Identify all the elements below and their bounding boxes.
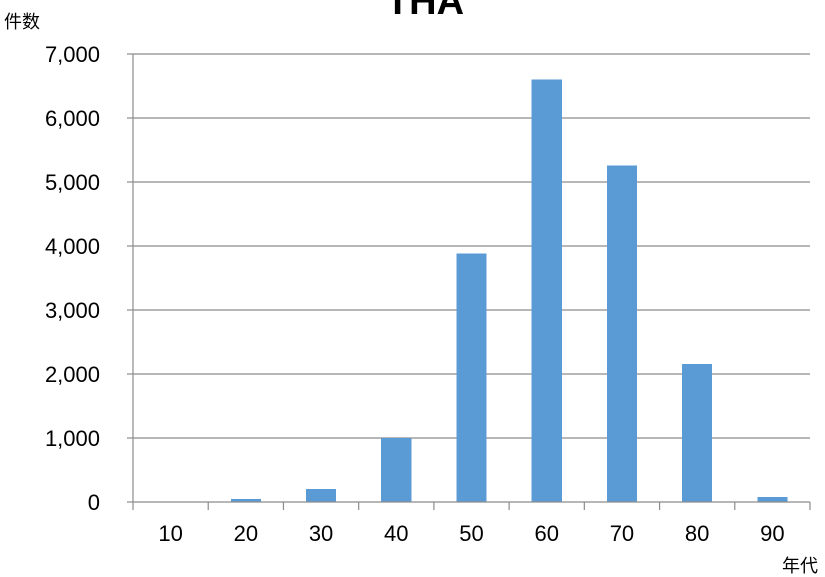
bar-40 <box>381 438 412 502</box>
y-tick-label: 6,000 <box>45 106 100 131</box>
axes <box>127 53 811 510</box>
y-tick-label: 1,000 <box>45 426 100 451</box>
x-tick-label: 10 <box>158 521 182 546</box>
x-tick-label: 20 <box>234 521 258 546</box>
bar-70 <box>606 165 637 503</box>
bar-30 <box>306 489 337 502</box>
bar-80 <box>682 363 713 502</box>
bars <box>230 79 788 503</box>
x-tick-labels: 10 20 30 40 50 60 70 80 90 <box>158 521 784 546</box>
y-tick-label: 0 <box>88 490 100 515</box>
y-axis-label: 件数 <box>4 12 40 33</box>
y-tick-labels: 0 1,000 2,000 3,000 4,000 5,000 6,000 7,000 <box>45 42 100 515</box>
y-tick-label: 3,000 <box>45 298 100 323</box>
x-tick-label: 40 <box>384 521 408 546</box>
x-axis-label: 年代 <box>782 556 818 577</box>
bar-20 <box>230 498 261 502</box>
x-tick-label: 90 <box>760 521 784 546</box>
y-tick-label: 4,000 <box>45 234 100 259</box>
bar-50 <box>456 253 487 502</box>
x-tick-label: 60 <box>534 521 558 546</box>
x-tick-label: 30 <box>309 521 333 546</box>
y-tick-label: 2,000 <box>45 362 100 387</box>
bar-60 <box>531 79 562 502</box>
x-tick-label: 80 <box>685 521 709 546</box>
y-tick-label: 5,000 <box>45 170 100 195</box>
bar-90 <box>757 496 788 502</box>
chart-title: THA <box>386 0 464 23</box>
y-tick-label: 7,000 <box>45 42 100 67</box>
x-tick-label: 70 <box>610 521 634 546</box>
x-tick-label: 50 <box>459 521 483 546</box>
